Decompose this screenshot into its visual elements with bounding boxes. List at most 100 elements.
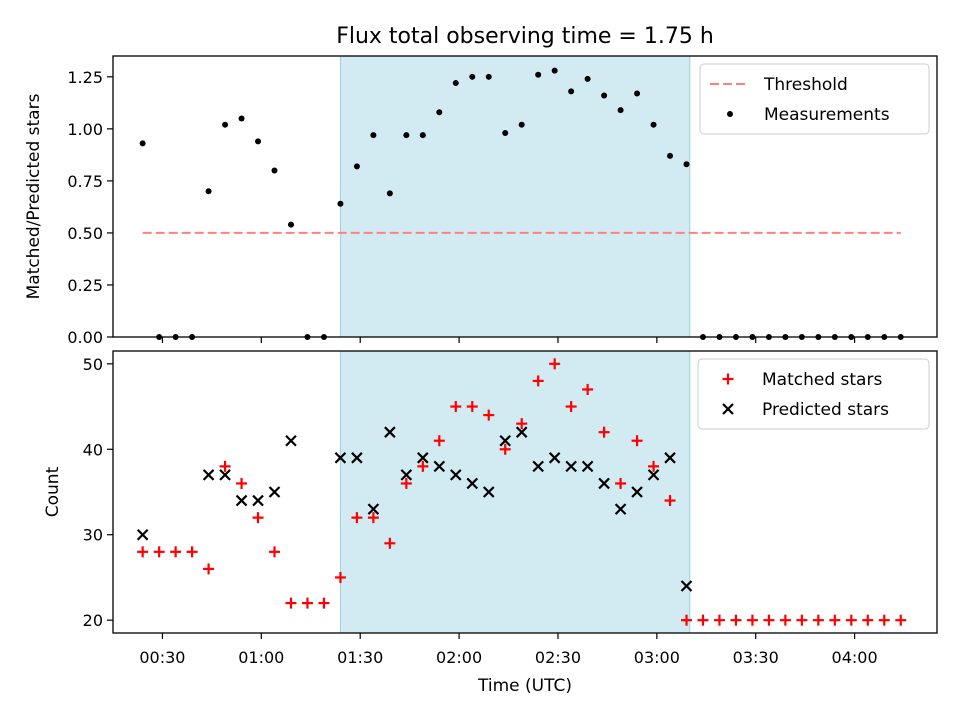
matched-star-point — [318, 597, 330, 609]
measurement-point — [386, 190, 393, 197]
predicted-star-point — [285, 434, 297, 447]
matched-star-point — [384, 537, 396, 549]
predicted-star-point — [598, 477, 610, 490]
matched-star-point — [664, 495, 676, 507]
legend-label: Threshold — [763, 75, 848, 95]
matched-star-point — [746, 614, 758, 626]
matched-star-point — [829, 614, 841, 626]
matched-star-point — [730, 614, 742, 626]
matched-star-point — [153, 546, 165, 558]
legend-predicted-marker — [722, 403, 734, 415]
predicted-star-point — [482, 486, 495, 498]
x-tick-label: 02:00 — [436, 648, 482, 667]
legend-label: Matched stars — [762, 370, 882, 390]
axes-frame — [112, 55, 938, 338]
matched-star-point — [812, 614, 824, 626]
x-tick-label: 03:00 — [634, 648, 680, 667]
matched-star-point — [400, 477, 412, 489]
matched-star-point — [615, 477, 627, 489]
matched-star-point — [895, 614, 907, 626]
measurement-point — [419, 132, 426, 139]
predicted-star-point — [532, 460, 544, 473]
predicted-star-point — [367, 503, 380, 515]
matched-star-point — [269, 546, 281, 558]
matched-star-point — [252, 512, 264, 524]
x-tick-label: 03:30 — [733, 648, 779, 667]
predicted-star-point — [268, 486, 281, 498]
legend-matched-marker — [722, 373, 734, 385]
measurement-point — [601, 92, 608, 99]
predicted-star-point — [334, 452, 347, 464]
legend-measurements-marker — [727, 111, 733, 117]
y-tick-label: 40 — [83, 440, 103, 459]
y-axis-label: Matched/Predicted stars — [24, 93, 44, 299]
measurement-point — [634, 90, 641, 97]
predicted-star-point — [450, 469, 462, 481]
legend-box — [699, 63, 930, 135]
predicted-star-point — [499, 434, 512, 447]
predicted-star-point — [664, 452, 676, 464]
matched-star-point — [466, 401, 478, 413]
matched-star-point — [499, 443, 511, 455]
x-tick-label: 00:30 — [139, 648, 185, 667]
y-tick-label: 50 — [83, 355, 103, 374]
predicted-star-point — [417, 452, 429, 464]
matched-star-point — [796, 614, 808, 626]
measurement-point — [139, 140, 146, 147]
y-tick-label: 0.00 — [67, 328, 103, 347]
predicted-star-point — [433, 460, 446, 473]
matched-star-point — [862, 614, 874, 626]
measurement-point — [271, 167, 278, 174]
measurement-point — [370, 132, 377, 139]
matched-star-point — [763, 614, 775, 626]
matched-star-point — [285, 597, 297, 609]
matched-star-point — [450, 401, 462, 413]
measurement-point — [667, 152, 674, 159]
predicted-star-point — [384, 426, 396, 438]
measurement-point — [650, 121, 657, 128]
ratio-panel: 0.00 0.25 0.50 0.75 1.00 1.25 Matched/Predicte… — [24, 55, 938, 347]
matched-star-point — [779, 614, 791, 626]
predicted-star-point — [548, 452, 561, 464]
matched-star-point — [417, 460, 429, 472]
axes-frame — [112, 350, 938, 634]
matched-star-point — [549, 358, 561, 370]
measurement-point — [683, 161, 690, 168]
matched-star-point — [483, 409, 495, 421]
observing-interval-shade — [339, 350, 691, 634]
matched-star-point — [713, 614, 725, 626]
measurement-point — [436, 109, 443, 116]
predicted-star-point — [680, 580, 693, 592]
predicted-star-point — [466, 477, 479, 490]
measurement-point — [502, 130, 509, 137]
matched-star-point — [582, 383, 594, 395]
matched-star-point — [367, 512, 379, 524]
predicted-star-point — [515, 426, 528, 438]
measurement-point — [452, 80, 459, 87]
y-tick-label: 0.25 — [67, 276, 103, 295]
matched-star-point — [186, 546, 198, 558]
y-tick-label: 1.00 — [67, 120, 103, 139]
y-tick-label: 30 — [83, 526, 103, 545]
matched-star-point — [631, 435, 643, 447]
measurement-point — [238, 115, 245, 122]
measurement-point — [222, 121, 229, 128]
matched-star-point — [219, 460, 231, 472]
matched-star-point — [137, 546, 149, 558]
y-axis-label: Count — [43, 466, 63, 517]
y-tick-label: 0.75 — [67, 172, 103, 191]
matched-star-point — [236, 477, 248, 489]
matched-star-point — [203, 563, 215, 575]
measurement-point — [255, 138, 262, 145]
measurement-point — [535, 71, 542, 78]
y-tick-label: 1.25 — [67, 68, 103, 87]
measurement-point — [353, 163, 360, 170]
predicted-star-point — [565, 460, 577, 473]
predicted-star-point — [351, 452, 363, 464]
x-tick-label: 02:30 — [535, 648, 581, 667]
predicted-star-point — [614, 503, 627, 515]
predicted-star-point — [219, 469, 231, 481]
measurement-point — [518, 121, 525, 128]
observing-interval-shade — [339, 55, 691, 338]
